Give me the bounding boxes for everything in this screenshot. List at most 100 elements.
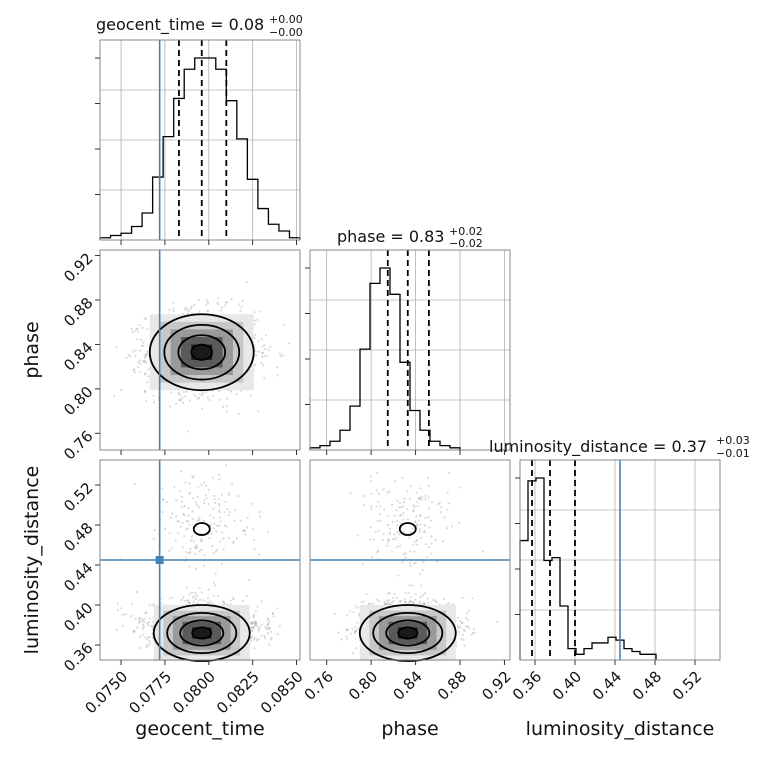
- sample-point: [237, 303, 241, 306]
- sample-point: [377, 500, 380, 503]
- sample-point: [272, 615, 275, 618]
- sample-point: [386, 491, 389, 494]
- sample-point: [152, 620, 155, 623]
- histogram-geocent-time: [99, 57, 301, 240]
- sample-point: [399, 514, 402, 517]
- sample-point: [393, 538, 396, 541]
- sample-point: [220, 309, 223, 312]
- sample-point: [188, 601, 191, 605]
- sample-point: [223, 304, 227, 307]
- sample-point: [376, 551, 379, 554]
- panel-frame: [99, 39, 301, 241]
- sample-point: [462, 638, 465, 642]
- sample-point: [115, 346, 118, 349]
- sample-point: [396, 499, 399, 502]
- sample-point: [139, 359, 142, 362]
- sample-point: [223, 601, 226, 604]
- sample-point: [253, 613, 256, 616]
- sample-point: [254, 319, 257, 322]
- sample-point: [137, 365, 140, 368]
- sample-point: [443, 516, 446, 519]
- y-tick-label: 0.84: [60, 338, 96, 374]
- sample-point: [135, 327, 138, 330]
- sample-point: [414, 540, 417, 543]
- sample-point: [253, 344, 256, 347]
- sample-point: [249, 626, 252, 629]
- sample-point: [278, 352, 282, 355]
- sample-point: [189, 550, 192, 554]
- sample-point: [147, 368, 150, 371]
- sample-point: [254, 622, 257, 625]
- sample-point: [142, 341, 145, 344]
- sample-point: [200, 407, 203, 410]
- sample-point: [353, 632, 356, 635]
- sample-point: [370, 505, 373, 508]
- sample-point: [178, 399, 181, 402]
- sample-point: [189, 307, 192, 310]
- sample-point: [370, 492, 373, 495]
- sample-point: [143, 360, 146, 363]
- sample-point: [147, 375, 150, 378]
- density-block: [191, 344, 213, 360]
- sample-point: [412, 543, 415, 546]
- sample-point: [255, 623, 258, 626]
- sample-point: [471, 631, 474, 634]
- sample-point: [178, 398, 181, 402]
- sample-point: [362, 600, 365, 603]
- sample-point: [175, 402, 178, 405]
- sample-point: [251, 622, 254, 625]
- sample-point: [496, 620, 499, 624]
- sample-point: [185, 586, 188, 589]
- sample-point: [412, 601, 415, 604]
- sample-point: [169, 516, 172, 519]
- sample-point: [133, 630, 136, 633]
- sample-point: [223, 602, 226, 605]
- x-tick-label: 0.0850: [257, 668, 307, 718]
- sample-point: [423, 602, 426, 606]
- sample-point: [246, 516, 249, 520]
- sample-point: [257, 410, 260, 413]
- sample-point: [218, 504, 221, 507]
- sample-point: [216, 548, 219, 552]
- sample-point: [183, 514, 186, 517]
- sample-point: [145, 361, 148, 364]
- sample-point: [388, 592, 391, 595]
- sample-point: [362, 503, 365, 507]
- sample-point: [257, 350, 260, 353]
- sample-point: [212, 552, 215, 555]
- sample-point: [193, 393, 196, 396]
- sample-point: [144, 355, 147, 358]
- sample-point: [408, 497, 412, 500]
- sample-point: [387, 602, 390, 605]
- sample-point: [387, 541, 390, 544]
- sample-point: [179, 525, 182, 528]
- sample-point: [418, 600, 421, 603]
- sample-point: [248, 579, 251, 582]
- sample-point: [176, 520, 179, 523]
- sample-point: [139, 647, 142, 650]
- xlabel-phase: phase: [381, 718, 438, 740]
- sample-point: [194, 591, 197, 595]
- sample-point: [404, 601, 407, 604]
- sample-point: [396, 520, 399, 523]
- sample-point: [271, 612, 274, 615]
- sample-point: [120, 607, 123, 610]
- sample-point: [390, 601, 393, 604]
- sample-point: [205, 299, 209, 302]
- sample-point: [200, 591, 203, 594]
- sample-point: [375, 598, 378, 601]
- sample-point: [383, 508, 386, 511]
- sample-point: [218, 398, 221, 401]
- sample-point: [349, 610, 352, 613]
- sample-point: [180, 500, 184, 503]
- sample-point: [268, 627, 272, 630]
- sample-point: [387, 592, 390, 595]
- sample-point: [349, 632, 353, 635]
- sample-point: [387, 599, 390, 602]
- sample-point: [463, 644, 466, 647]
- sample-point: [269, 630, 272, 633]
- sample-point: [409, 600, 412, 603]
- x-tick-label: 0.48: [629, 668, 665, 704]
- sample-point: [210, 532, 213, 535]
- sample-point: [148, 640, 151, 643]
